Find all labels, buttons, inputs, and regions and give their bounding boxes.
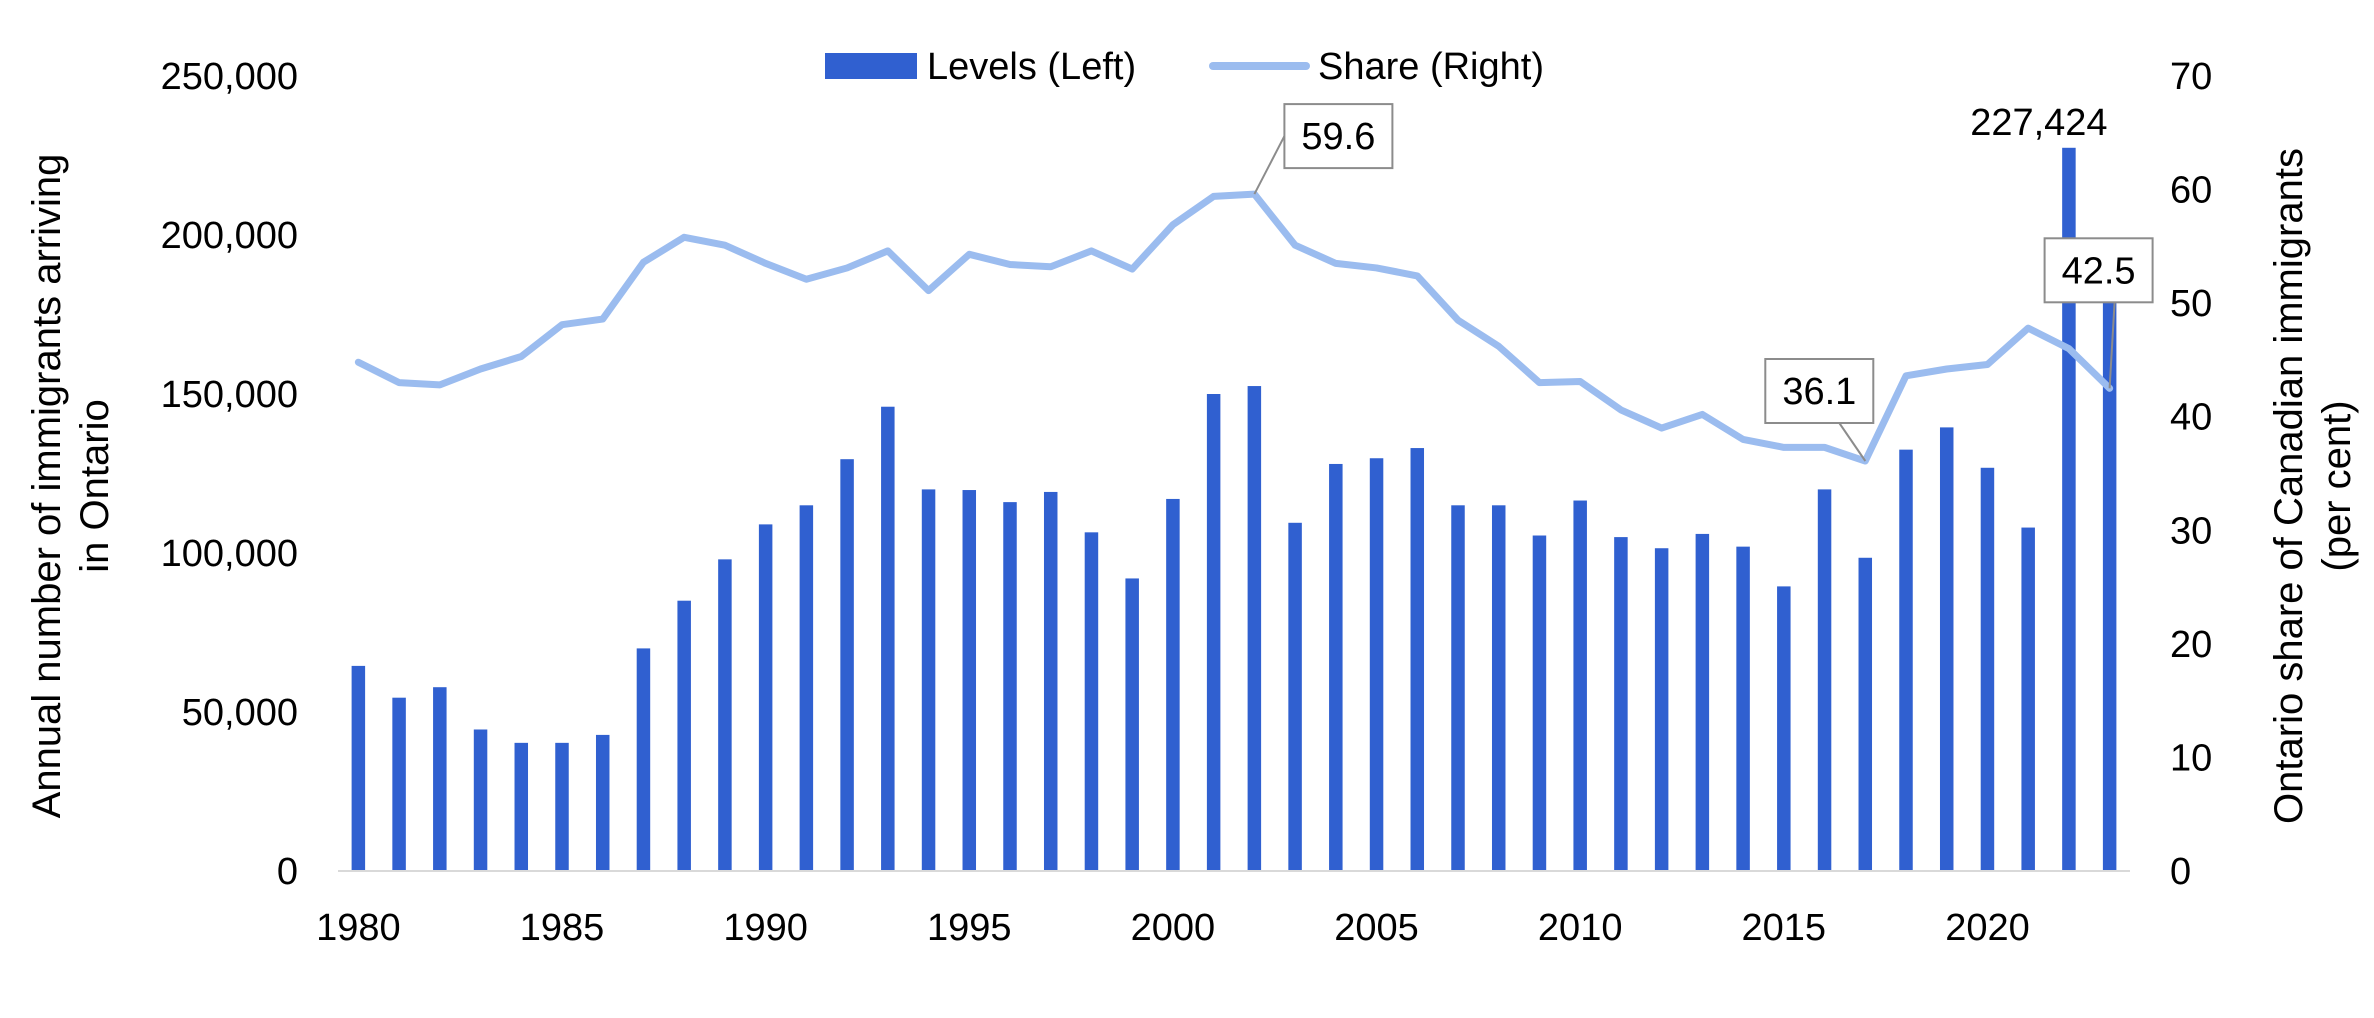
legend-label-levels: Levels (Left) — [927, 46, 1136, 88]
bar-1986 — [595, 734, 610, 871]
callout-2002: 59.6 — [1253, 103, 1394, 195]
bar-2013 — [1695, 533, 1710, 871]
bar-2004 — [1329, 463, 1343, 871]
left-tick-label: 150,000 — [161, 374, 298, 416]
x-tick-label: 2000 — [1131, 907, 1216, 949]
bar-1996 — [1003, 502, 1017, 871]
callout-box — [1764, 358, 1875, 424]
bar-2003 — [1288, 522, 1302, 871]
bar-1992 — [840, 459, 854, 871]
x-tick-label: 1995 — [927, 907, 1012, 949]
x-tick-label: 1985 — [520, 907, 605, 949]
data-label-share-2017: 36.1 — [1782, 371, 1856, 413]
callout-box — [2043, 237, 2154, 304]
x-tick-label: 2015 — [1742, 907, 1827, 949]
x-tick-label: 1980 — [316, 907, 401, 949]
left-tick-label: 100,000 — [161, 533, 298, 575]
right-tick-label: 20 — [2170, 624, 2212, 666]
bar-2010 — [1573, 500, 1587, 871]
bar-1995 — [962, 490, 977, 871]
bar-2011 — [1614, 537, 1628, 871]
left-tick-label: 0 — [277, 851, 298, 893]
right-tick-label: 0 — [2170, 851, 2191, 893]
bar-1993 — [881, 406, 895, 871]
right-tick-label: 30 — [2170, 510, 2212, 552]
bar-1980 — [351, 665, 366, 871]
x-tick-label: 1990 — [723, 907, 808, 949]
bar-2020 — [1980, 467, 1995, 871]
bar-1982 — [433, 687, 447, 871]
callout-2017: 36.1 — [1764, 358, 1875, 462]
left-axis-title-line: Annual number of immigrants arriving — [25, 154, 69, 819]
bar-2005 — [1369, 458, 1384, 871]
bar-1987 — [636, 648, 651, 871]
right-tick-label: 40 — [2170, 397, 2212, 439]
bar-series-levels — [351, 147, 2117, 872]
bar-2019 — [1939, 427, 1954, 871]
bar-2015 — [1777, 586, 1791, 871]
right-axis-title-line: Ontario share of Canadian immigrants — [2267, 148, 2311, 824]
bar-1997 — [1043, 491, 1058, 871]
bar-2016 — [1817, 489, 1832, 871]
x-tick-label: 2005 — [1334, 907, 1419, 949]
bar-2002 — [1247, 386, 1262, 871]
right-axis-title: Ontario share of Canadian immigrants (per… — [2267, 148, 2359, 824]
bar-1988 — [677, 600, 691, 871]
bar-1981 — [392, 697, 406, 871]
bar-2001 — [1206, 394, 1221, 871]
legend-label-share: Share (Right) — [1318, 46, 1544, 88]
bar-2000 — [1166, 498, 1180, 871]
callout-leader — [1838, 422, 1867, 462]
callout-box — [1283, 103, 1394, 170]
bar-2009 — [1532, 535, 1547, 871]
data-label-levels-2022: 227,424 — [1970, 102, 2107, 144]
bar-1999 — [1125, 578, 1139, 871]
left-axis-title-line: in Ontario — [73, 399, 117, 572]
right-tick-label: 10 — [2170, 737, 2212, 779]
bar-2021 — [2021, 527, 2035, 871]
right-axis-title-line: (per cent) — [2315, 400, 2359, 571]
bar-1989 — [718, 559, 732, 871]
bar-2007 — [1451, 505, 1465, 871]
bar-2018 — [1899, 449, 1913, 871]
left-tick-label: 50,000 — [182, 692, 298, 734]
bar-2022 — [2062, 147, 2076, 872]
bar-2006 — [1410, 448, 1425, 871]
bar-1994 — [921, 489, 936, 871]
right-tick-label: 70 — [2170, 56, 2212, 98]
left-axis-title: Annual number of immigrants arriving in O… — [25, 154, 117, 819]
legend-swatch-levels — [825, 53, 917, 79]
bar-1991 — [799, 505, 814, 871]
data-label-share-2002: 59.6 — [1301, 116, 1375, 158]
bar-2012 — [1654, 548, 1669, 871]
bar-2008 — [1491, 505, 1506, 871]
left-tick-label: 250,000 — [161, 56, 298, 98]
bar-1985 — [555, 742, 569, 871]
bar-2014 — [1736, 546, 1750, 871]
bar-1983 — [473, 729, 488, 871]
bar-1984 — [514, 742, 529, 871]
line-series-share — [354, 190, 2114, 465]
left-tick-label: 200,000 — [161, 215, 298, 257]
bar-1990 — [758, 524, 773, 871]
x-tick-label: 2010 — [1538, 907, 1623, 949]
bar-2017 — [1858, 557, 1873, 871]
right-tick-label: 60 — [2170, 170, 2212, 212]
bar-1998 — [1084, 532, 1099, 871]
callout-2023: 42.5 — [2043, 237, 2154, 389]
right-tick-label: 50 — [2170, 283, 2212, 325]
callout-leader — [2108, 302, 2116, 389]
callout-leader — [1253, 135, 1286, 195]
data-label-share-2023: 42.5 — [2062, 250, 2136, 292]
bar-2023 — [2102, 238, 2117, 871]
x-tick-label: 2020 — [1945, 907, 2030, 949]
